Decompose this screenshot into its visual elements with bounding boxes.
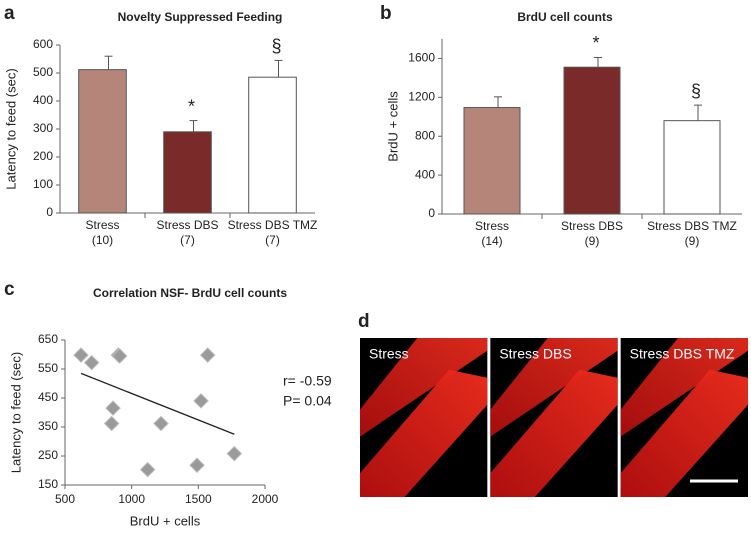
- x-tick-label: 1000: [118, 492, 145, 506]
- x-axis-label: BrdU + cells: [130, 513, 201, 528]
- stat-label: P= 0.04: [283, 393, 332, 409]
- y-tick-label: 1200: [408, 90, 435, 104]
- y-tick-label: 400: [415, 167, 435, 181]
- point: [189, 457, 205, 474]
- point: [139, 461, 156, 478]
- point: [226, 445, 243, 462]
- panel-letter: c: [4, 279, 15, 300]
- y-tick-label: 150: [38, 477, 58, 491]
- x-tick-label: 2000: [252, 492, 279, 506]
- y-tick-label: 250: [38, 448, 58, 462]
- tissue-band: [620, 338, 748, 437]
- point: [103, 415, 120, 432]
- chart-title: BrdU cell counts: [517, 10, 613, 24]
- annotation: §: [691, 81, 701, 101]
- image-label: Stress DBS: [499, 346, 571, 362]
- point: [111, 348, 128, 364]
- panel-letter: b: [380, 3, 392, 24]
- y-tick-label: 600: [33, 37, 53, 51]
- panel-letter: d: [358, 311, 370, 332]
- y-tick-label: 550: [38, 361, 58, 375]
- group-size: (14): [481, 234, 502, 248]
- y-tick-label: 300: [33, 121, 53, 135]
- tissue-band: [620, 369, 748, 497]
- bar: [663, 120, 721, 215]
- bar: [248, 76, 297, 214]
- y-tick-label: 650: [38, 332, 58, 346]
- x-tick-label: Stress DBS: [156, 218, 218, 232]
- trendline: [80, 372, 235, 435]
- chart-title: Correlation NSF- BrdU cell counts: [93, 286, 287, 300]
- tissue-band: [360, 338, 488, 437]
- annotation: *: [188, 96, 195, 116]
- y-tick-label: 0: [46, 205, 53, 219]
- image-label: Stress: [369, 346, 409, 362]
- annotation: §: [271, 36, 281, 56]
- y-axis-label: Latency to feed (sec): [8, 352, 23, 473]
- x-tick-label: 500: [55, 492, 75, 506]
- group-size: (9): [585, 234, 600, 248]
- group-size: (10): [92, 233, 113, 247]
- image-label: Stress DBS TMZ: [630, 346, 735, 362]
- y-axis-label: Latency to feed (sec): [3, 68, 18, 189]
- group-size: (7): [265, 233, 280, 247]
- x-tick-label: Stress: [85, 218, 119, 232]
- point: [153, 415, 169, 432]
- group-size: (9): [685, 234, 700, 248]
- point: [83, 354, 100, 371]
- y-tick-label: 400: [33, 93, 53, 107]
- y-axis-label: BrdU + cells: [385, 91, 400, 162]
- point: [73, 347, 89, 363]
- bar: [163, 131, 212, 214]
- y-tick-label: 500: [33, 65, 53, 79]
- tissue-band: [360, 369, 488, 497]
- point: [105, 400, 121, 416]
- x-tick-label: Stress DBS: [561, 219, 623, 233]
- annotation: *: [592, 33, 599, 53]
- x-tick-label: Stress DBS TMZ: [647, 219, 737, 233]
- y-tick-label: 800: [415, 128, 435, 142]
- bar: [78, 69, 127, 214]
- y-tick-label: 200: [33, 149, 53, 163]
- tissue-band: [490, 338, 618, 437]
- tissue-band: [490, 369, 618, 497]
- y-tick-label: 350: [38, 419, 58, 433]
- stat-label: r= -0.59: [283, 373, 332, 389]
- point: [193, 393, 209, 409]
- x-tick-label: Stress: [475, 219, 509, 233]
- bar: [563, 66, 621, 215]
- group-size: (7): [180, 233, 195, 247]
- chart-title: Novelty Suppressed Feeding: [118, 10, 283, 24]
- point: [199, 347, 216, 363]
- bar: [463, 107, 521, 215]
- x-tick-label: 1500: [185, 492, 212, 506]
- y-tick-label: 450: [38, 390, 58, 404]
- y-tick-label: 100: [33, 177, 53, 191]
- x-tick-label: Stress DBS TMZ: [228, 218, 318, 232]
- panel-letter: a: [4, 3, 15, 24]
- y-tick-label: 0: [428, 206, 435, 220]
- y-tick-label: 1600: [408, 51, 435, 65]
